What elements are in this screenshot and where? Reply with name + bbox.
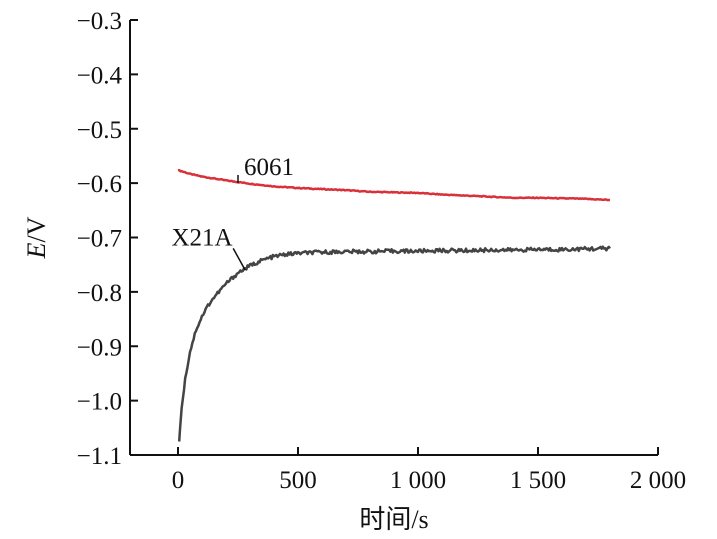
y-axis-title-symbol: E — [22, 242, 51, 259]
x-tick-label: 1 500 — [510, 467, 566, 494]
x-tick-label: 1 000 — [390, 467, 446, 494]
y-tick-label: −0.5 — [77, 117, 122, 144]
y-axis-title: E/V — [22, 216, 51, 259]
y-tick-label: −0.3 — [77, 8, 122, 35]
x-tick-label: 2 000 — [630, 467, 686, 494]
series-leader-x21a — [232, 248, 246, 271]
series-layer — [177, 168, 611, 442]
x-tick-label: 500 — [279, 467, 317, 494]
y-tick-label: −1.1 — [77, 443, 122, 470]
y-tick-label: −0.6 — [77, 171, 122, 198]
y-tick-label: −0.8 — [77, 280, 122, 307]
series-label-x21a: X21A — [171, 225, 232, 252]
y-tick-label: −1.0 — [77, 389, 122, 416]
series-label-6061: 6061 — [244, 154, 294, 181]
y-tick-label: −0.7 — [77, 226, 122, 253]
x-axis-title: 时间/s — [359, 505, 428, 534]
axes: −0.3 −0.4 −0.5 −0.6 −0.7 −0.8 −0.9 −1.0 −1.1 0 500… — [22, 8, 686, 534]
labels-layer: 6061 X21A — [171, 154, 294, 271]
series-line-6061 — [177, 168, 611, 202]
y-tick-label: −0.9 — [77, 334, 122, 361]
series-line-x21a — [177, 245, 611, 442]
x-tick-label: 0 — [172, 467, 185, 494]
y-axis-title-unit: /V — [22, 216, 51, 242]
y-tick-label: −0.4 — [77, 62, 123, 89]
